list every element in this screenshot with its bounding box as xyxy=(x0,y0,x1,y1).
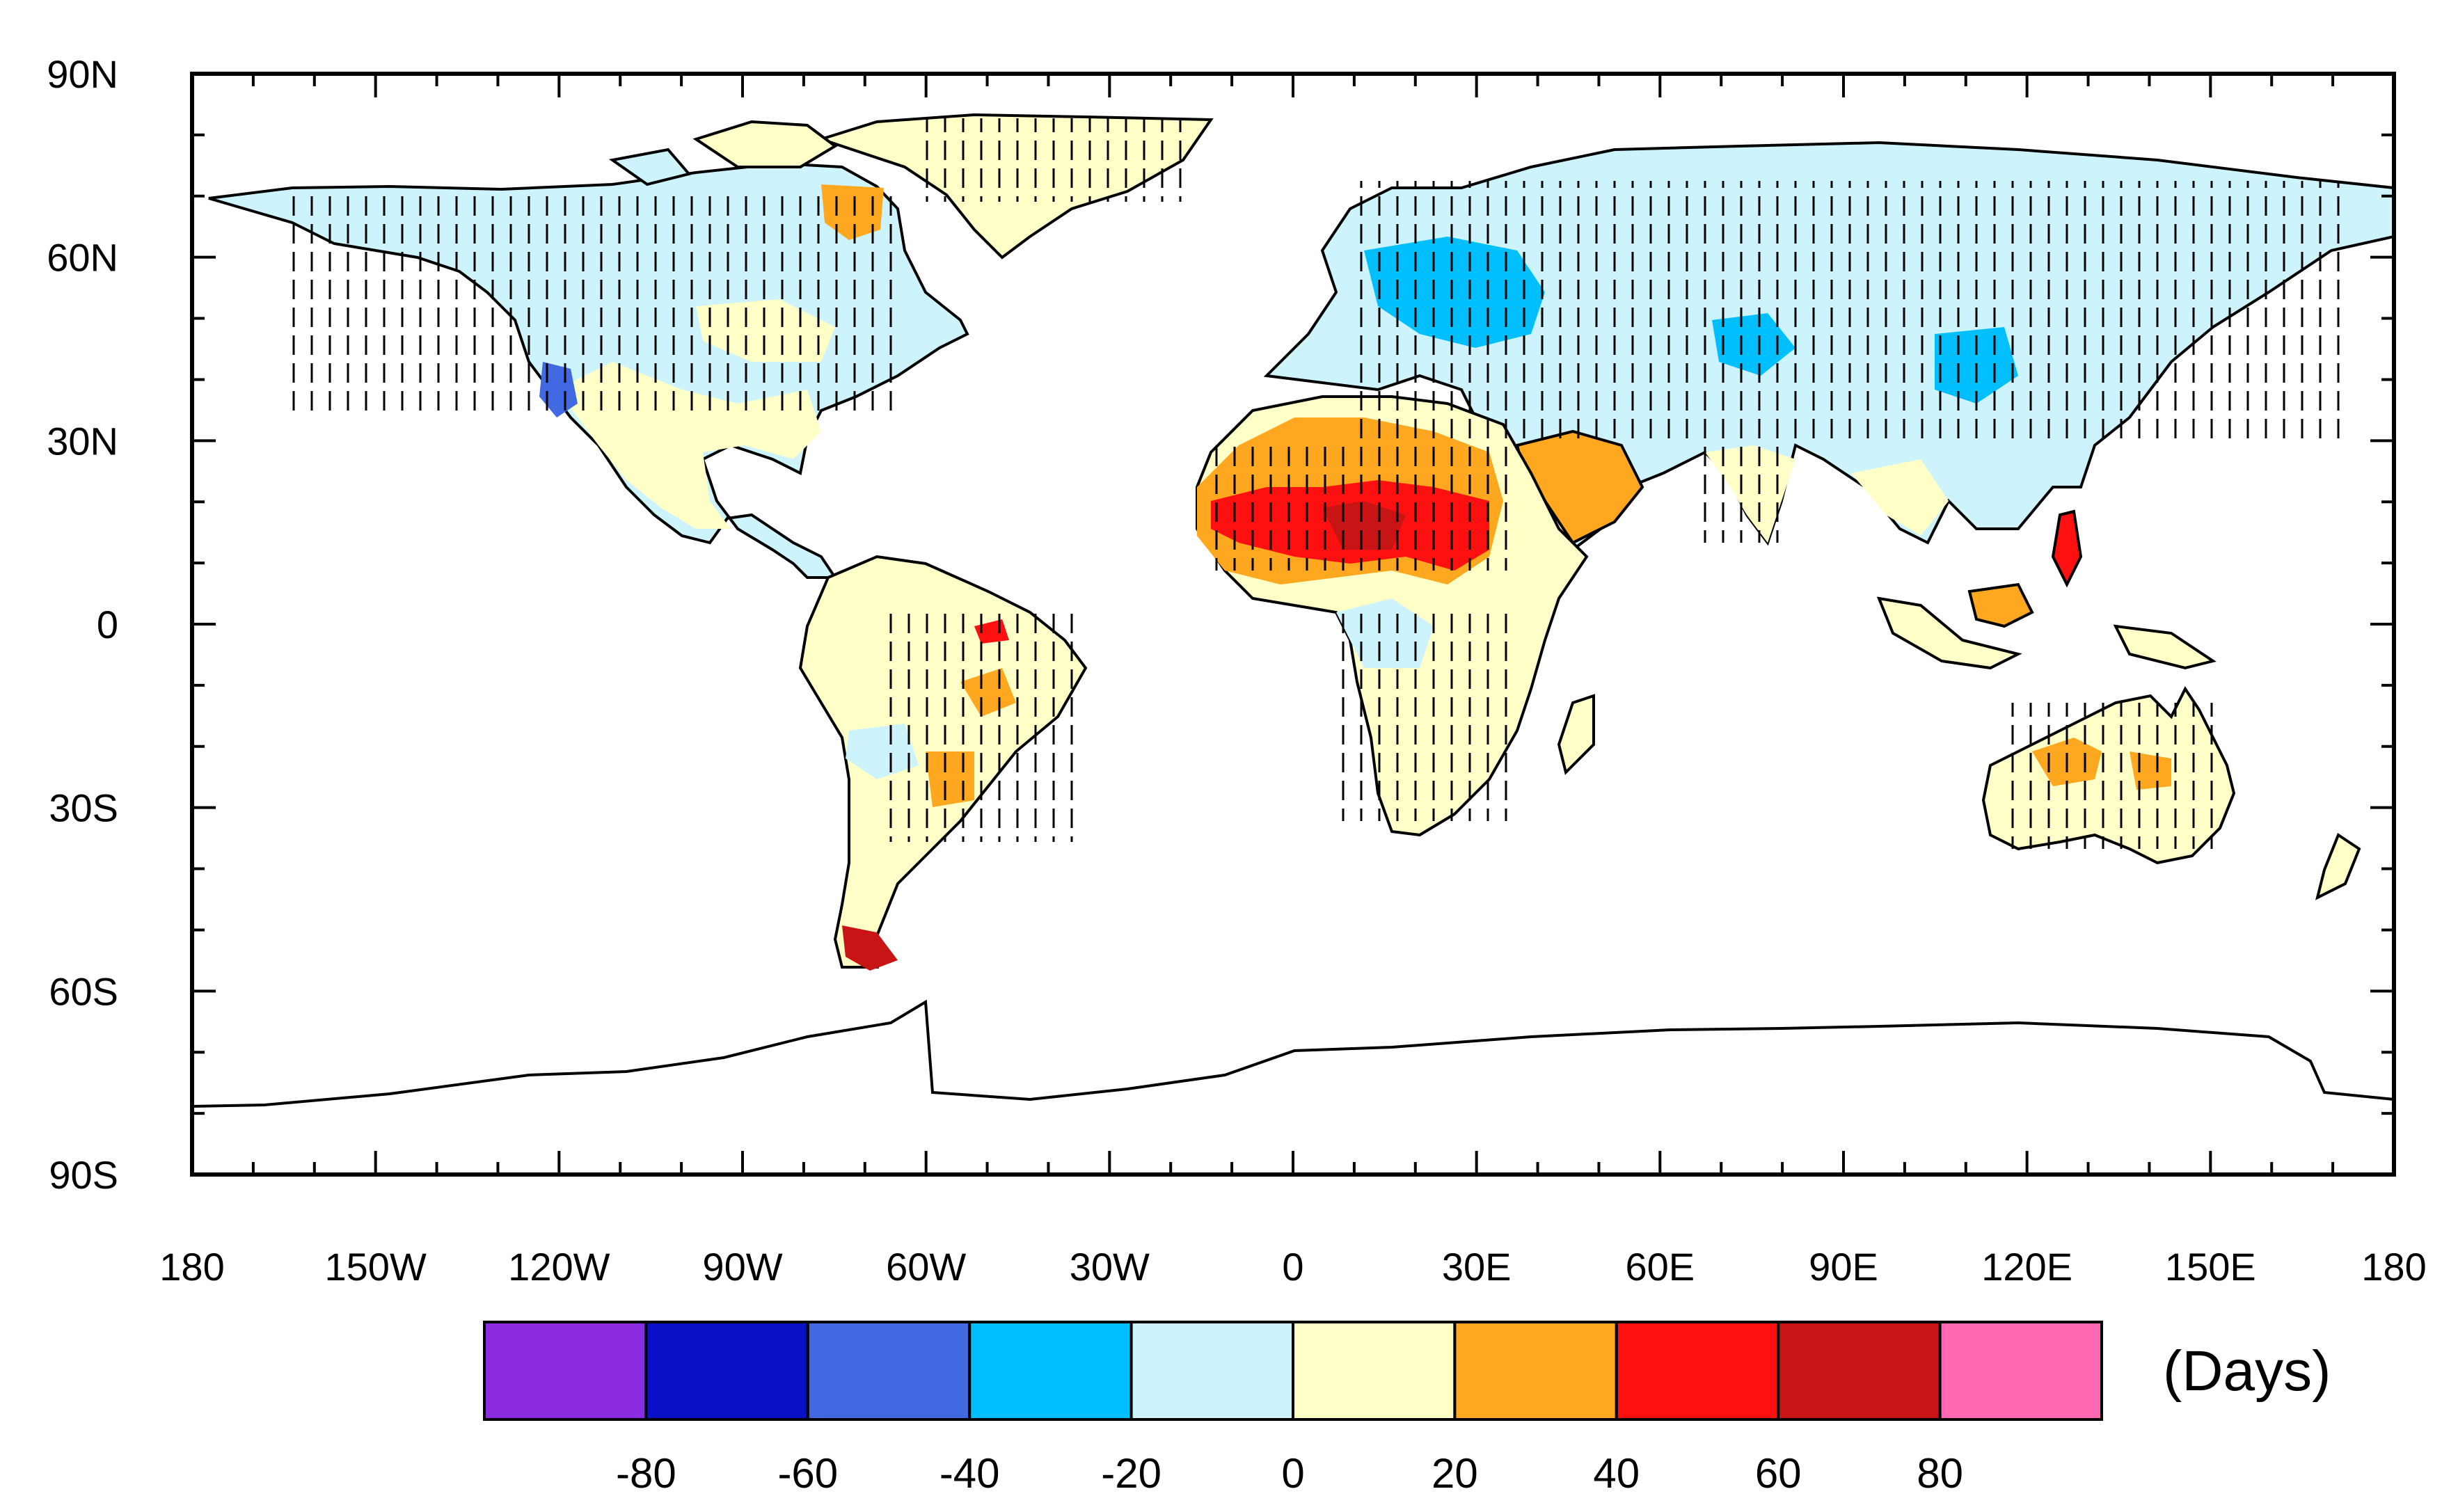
antarctica-coastline xyxy=(192,999,2394,1108)
colorbar-label: 20 xyxy=(1432,1450,1478,1497)
colorbar-label: -20 xyxy=(1101,1450,1161,1497)
lat-label: 60N xyxy=(47,236,118,280)
colorbar-label: 60 xyxy=(1755,1450,1802,1497)
lon-label: 60W xyxy=(886,1245,966,1289)
colorbar-swatch xyxy=(1615,1321,1780,1421)
new-guinea xyxy=(2113,624,2217,670)
colorbar-label: 40 xyxy=(1593,1450,1640,1497)
colorbar-swatch xyxy=(1129,1321,1294,1421)
lat-label: 90N xyxy=(47,52,118,96)
lat-label: 30S xyxy=(49,786,118,830)
units-label: (Days) xyxy=(2163,1339,2331,1403)
colorbar-swatch xyxy=(483,1321,648,1421)
colorbar-swatch xyxy=(1453,1321,1618,1421)
arctic-islands-2 xyxy=(608,148,692,186)
significance-hatching xyxy=(278,118,2352,849)
sa-red-patagonia xyxy=(842,925,898,971)
lon-label: 90W xyxy=(702,1245,782,1289)
colorbar: -80 -60 -40 -20 0 20 40 60 80 xyxy=(483,1321,2104,1497)
lon-label: 150W xyxy=(325,1245,427,1289)
colorbar-swatch xyxy=(806,1321,972,1421)
philippines xyxy=(2051,509,2083,588)
new-zealand xyxy=(2315,832,2361,900)
lon-label: 30E xyxy=(1442,1245,1512,1289)
colorbar-swatch xyxy=(1777,1321,1942,1421)
madagascar xyxy=(1557,694,1595,775)
lon-label: 180 xyxy=(2361,1245,2426,1289)
lat-label: 60S xyxy=(49,969,118,1013)
se-asia-warm xyxy=(1851,459,1949,536)
lat-axis-labels: 90N 60N 30N 0 30S 60S 90S xyxy=(47,52,118,1197)
lon-axis-labels: 180 150W 120W 90W 60W 30W 0 30E 60E 90E 120E 150E 18… xyxy=(159,1245,2426,1289)
colorbar-swatch xyxy=(1938,1321,2104,1421)
lon-label: 30W xyxy=(1070,1245,1150,1289)
lon-label: 90E xyxy=(1809,1245,1878,1289)
colorbar-swatch xyxy=(1292,1321,1457,1421)
colorbar-label: -40 xyxy=(939,1450,1000,1497)
lon-label: 60E xyxy=(1626,1245,1695,1289)
colorbar-label: -60 xyxy=(777,1450,838,1497)
colorbar-label: 0 xyxy=(1281,1450,1304,1497)
lon-label: 120W xyxy=(508,1245,610,1289)
lon-label: 150E xyxy=(2165,1245,2256,1289)
colorbar-swatch xyxy=(644,1321,809,1421)
axis-ticks xyxy=(191,72,2395,1176)
lat-label: 90S xyxy=(49,1153,118,1197)
lat-label: 30N xyxy=(47,419,118,463)
lon-label: 120E xyxy=(1981,1245,2072,1289)
land-fill-layer xyxy=(192,113,2394,1108)
arctic-islands xyxy=(692,120,838,168)
indonesia xyxy=(1876,596,2022,670)
borneo xyxy=(1967,582,2034,628)
lat-label: 0 xyxy=(97,603,118,646)
colorbar-label: 80 xyxy=(1917,1450,1963,1497)
colorbar-label: -80 xyxy=(616,1450,676,1497)
colorbar-swatch xyxy=(968,1321,1133,1421)
lon-label: 0 xyxy=(1282,1245,1303,1289)
lon-label: 180 xyxy=(159,1245,224,1289)
